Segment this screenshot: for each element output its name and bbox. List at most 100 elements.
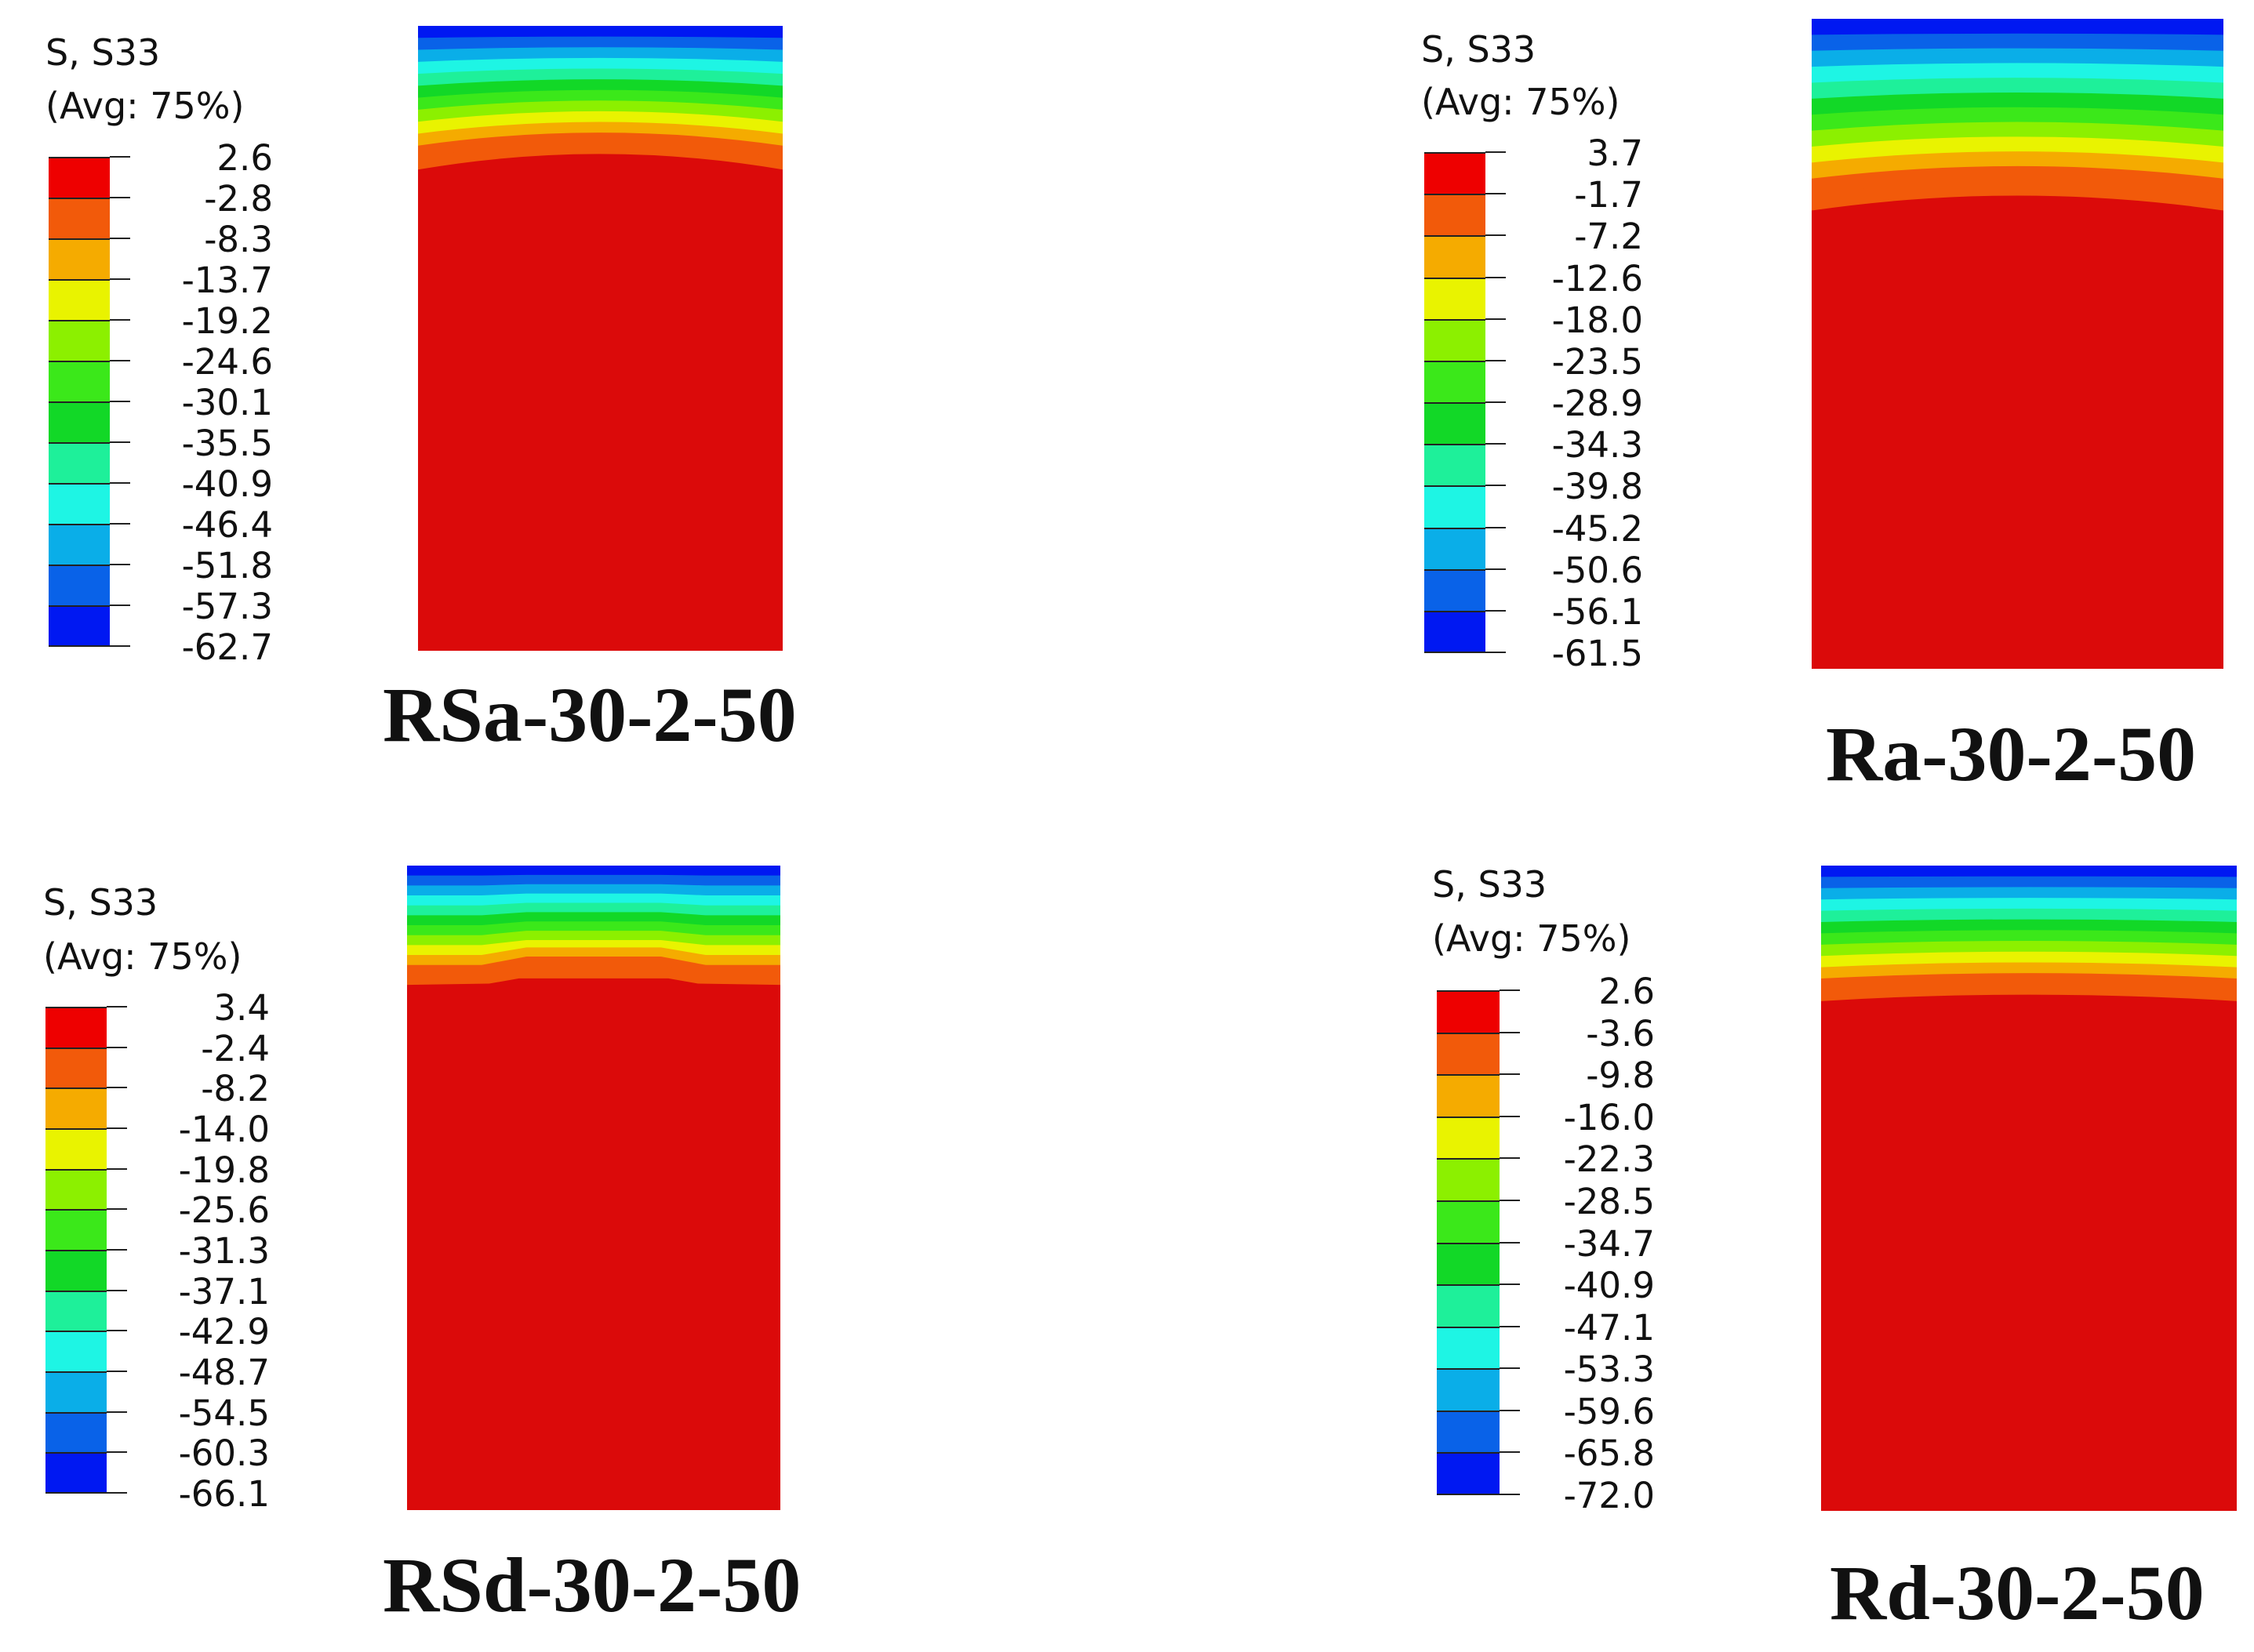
legend-tick [110, 197, 130, 198]
legend-value: -51.8 [181, 545, 273, 586]
legend-swatch [1424, 610, 1485, 653]
legend-swatch [1424, 360, 1485, 403]
legend-tick [1485, 276, 1506, 278]
legend-swatch [49, 605, 110, 647]
legend-value: -56.1 [1551, 590, 1643, 633]
legend-swatch [45, 1168, 107, 1211]
legend-value: -1.7 [1574, 174, 1643, 216]
legend-value: -28.9 [1551, 383, 1643, 424]
legend-swatch [1437, 1284, 1500, 1327]
legend-swatch [45, 1331, 107, 1372]
legend-swatch [1424, 194, 1485, 237]
legend-value: -31.3 [178, 1230, 270, 1272]
legend-value: -34.7 [1563, 1222, 1655, 1265]
legend-value: -66.1 [178, 1473, 270, 1515]
legend-swatch [45, 1087, 107, 1129]
legend-tick [107, 1167, 127, 1170]
contour-band [418, 26, 783, 38]
legend-subtitle: (Avg: 75%) [1421, 81, 1620, 123]
legend-value: -28.5 [1563, 1180, 1655, 1222]
legend-tick [1485, 526, 1506, 528]
legend-tick [1500, 1031, 1520, 1033]
legend-value: -50.6 [1551, 549, 1643, 591]
legend-tick [1500, 1115, 1520, 1117]
legend-tick [1485, 568, 1506, 570]
legend-value: -40.9 [1563, 1265, 1655, 1307]
specimen-caption: RSa-30-2-50 [383, 671, 797, 758]
legend-tick [110, 278, 130, 280]
legend-value: -13.7 [181, 260, 273, 301]
legend-swatch [45, 1452, 107, 1494]
legend-value: -24.6 [181, 341, 273, 383]
legend-swatch [49, 279, 110, 321]
legend-tick [1500, 1451, 1520, 1454]
legend-tick [110, 238, 130, 239]
contour-svg [1821, 866, 2237, 1511]
stress-contour-plot [407, 866, 780, 1510]
legend-tick [1485, 318, 1506, 320]
legend-tick [107, 1006, 127, 1008]
legend-tick [1485, 609, 1506, 612]
legend-swatch [1437, 1368, 1500, 1411]
legend-tick [110, 441, 130, 443]
legend-value: -42.9 [178, 1311, 270, 1353]
contour-svg [1812, 19, 2223, 669]
specimen-caption: Ra-30-2-50 [1826, 710, 2197, 797]
legend-value: -34.3 [1551, 424, 1643, 467]
legend-swatch [1437, 1116, 1500, 1160]
legend-swatch [1437, 1452, 1500, 1495]
legend-tick [1500, 1283, 1520, 1286]
legend-value: -54.5 [178, 1392, 270, 1434]
specimen-caption: RSd-30-2-50 [383, 1541, 802, 1628]
legend-swatch [49, 442, 110, 484]
legend-value: -46.4 [181, 504, 273, 546]
legend-value: -22.3 [1563, 1138, 1655, 1181]
legend-tick [1500, 1325, 1520, 1327]
specimen-caption: Rd-30-2-50 [1830, 1549, 2205, 1636]
legend-swatch [45, 1047, 107, 1089]
legend-value: -48.7 [178, 1352, 270, 1393]
legend-title: S, S33 [43, 881, 158, 924]
legend-value: -37.1 [178, 1270, 270, 1313]
legend-swatch [45, 1128, 107, 1170]
legend-swatch [1424, 444, 1485, 487]
contour-svg [407, 866, 780, 1510]
legend-tick [110, 605, 130, 606]
legend-value: -40.9 [181, 463, 273, 505]
legend-tick [110, 564, 130, 565]
legend-value: -3.6 [1586, 1012, 1655, 1055]
legend-value: -19.8 [178, 1149, 270, 1191]
legend-swatch [1424, 485, 1485, 528]
legend-tick [1500, 1494, 1520, 1495]
stress-contour-plot [418, 26, 783, 651]
legend-value: -35.5 [181, 423, 273, 464]
legend-swatch [49, 157, 110, 198]
legend-swatch [49, 483, 110, 525]
legend-value: -53.3 [1563, 1349, 1655, 1391]
legend-swatch [49, 401, 110, 443]
legend-value: -19.2 [181, 300, 273, 342]
legend-tick [1500, 1073, 1520, 1076]
legend-title: S, S33 [1421, 28, 1536, 71]
legend-value: -60.3 [178, 1432, 270, 1475]
legend-value: -14.0 [178, 1109, 270, 1150]
legend-tick [1500, 989, 1520, 991]
legend-tick [107, 1492, 127, 1494]
legend-tick [107, 1371, 127, 1372]
legend-value: -16.0 [1563, 1096, 1655, 1138]
legend-value: -23.5 [1551, 340, 1643, 383]
legend-tick [1485, 193, 1506, 195]
legend-tick [1500, 1409, 1520, 1411]
contour-band [1821, 866, 2237, 877]
legend-tick [107, 1208, 127, 1211]
legend-swatch [49, 320, 110, 361]
legend-tick [107, 1046, 127, 1048]
legend-tick [1500, 1241, 1520, 1244]
legend-tick [107, 1330, 127, 1332]
legend-tick [107, 1451, 127, 1454]
stress-contour-plot [1821, 866, 2237, 1511]
legend-value: -65.8 [1563, 1432, 1655, 1475]
legend-value: -57.3 [181, 586, 273, 627]
legend-tick [1485, 485, 1506, 487]
